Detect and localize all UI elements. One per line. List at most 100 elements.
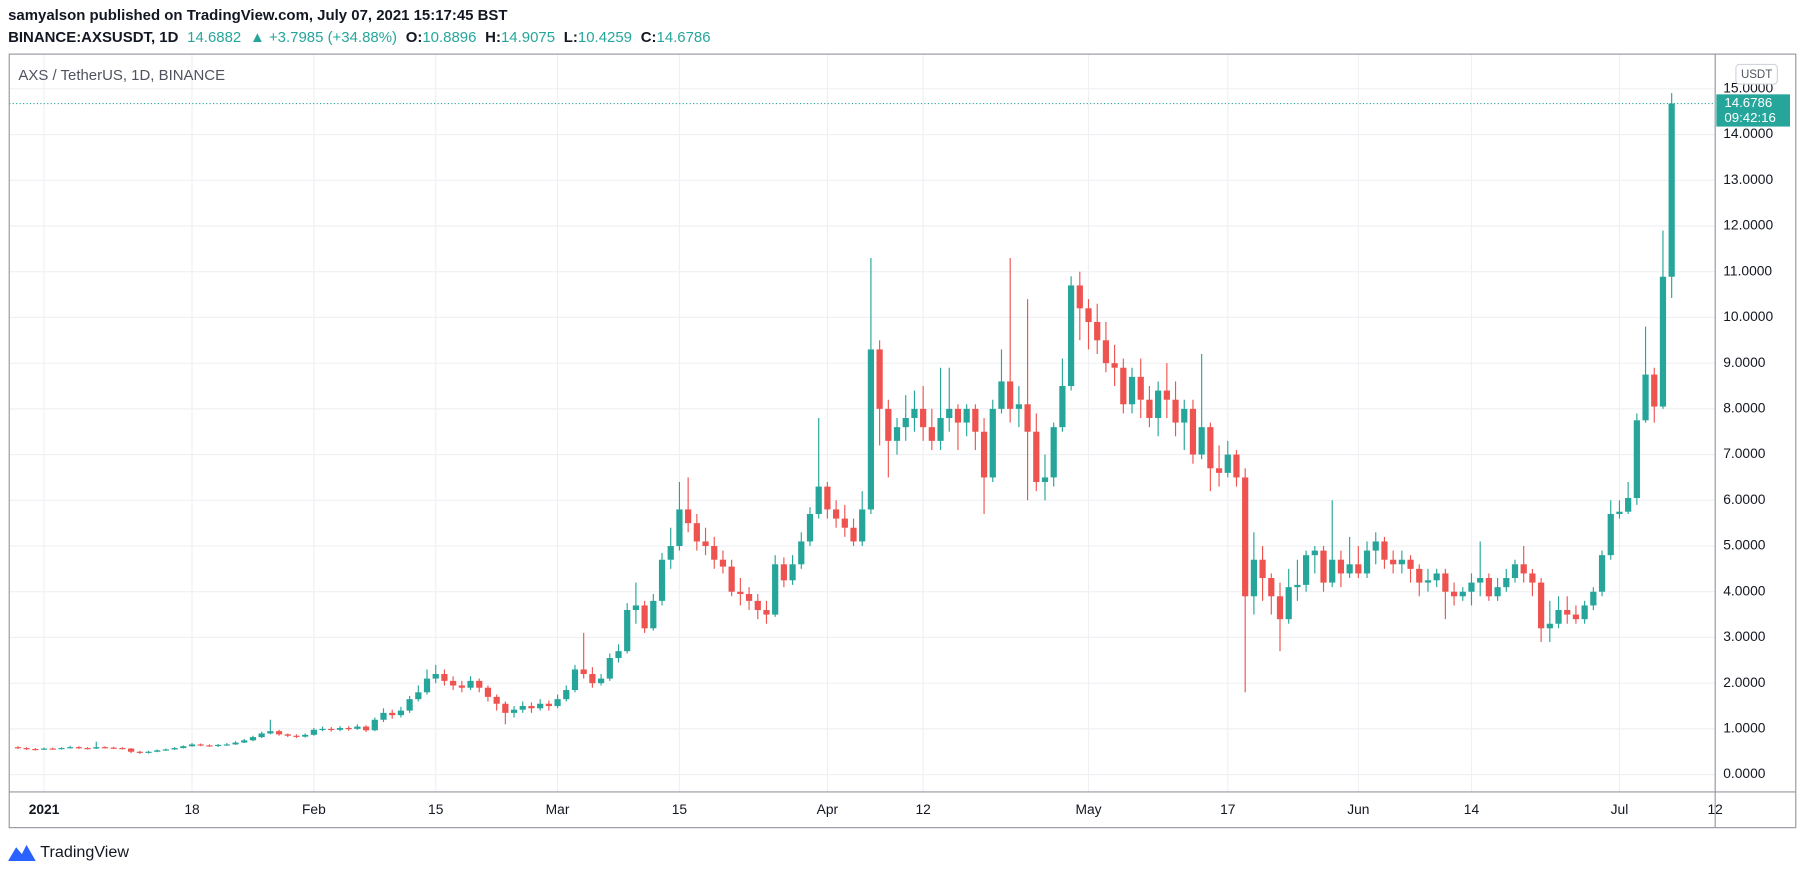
candle-body — [510, 709, 518, 713]
candle-body — [258, 733, 265, 738]
candle-body — [989, 408, 996, 478]
candle-body — [275, 731, 283, 735]
countdown: 09:42:16 — [1724, 110, 1775, 125]
candle-body — [615, 651, 622, 659]
last-price-box — [1716, 94, 1791, 127]
candle-body — [876, 349, 883, 409]
candle-body — [1085, 308, 1092, 323]
candle-body — [1302, 555, 1310, 585]
candle-body — [84, 748, 91, 750]
candle-body — [754, 600, 761, 611]
candle-body — [1155, 390, 1162, 419]
y-tick-label: 9.0000 — [1723, 354, 1766, 370]
candle-body — [937, 418, 944, 441]
y-tick-label: 1.0000 — [1723, 720, 1766, 736]
candle-body — [780, 564, 787, 581]
candle-body — [336, 727, 344, 730]
ohlc-label: H: — [485, 29, 501, 46]
x-tick-label: Jun — [1347, 801, 1369, 817]
candle-body — [1233, 454, 1240, 478]
candle-body — [415, 692, 422, 700]
candle-body — [980, 431, 988, 478]
candle-body — [1215, 468, 1223, 473]
y-tick-label: 0.0000 — [1723, 765, 1766, 781]
candle-body — [284, 734, 291, 736]
candle-body — [885, 408, 892, 441]
currency-box — [1735, 63, 1778, 85]
ohlc-label: L: — [564, 29, 578, 46]
grid — [9, 54, 1716, 792]
candle-body — [841, 518, 848, 528]
candle-body — [1250, 559, 1257, 597]
candle-body — [824, 486, 831, 510]
candle-body — [1442, 573, 1449, 592]
candle-body — [389, 712, 396, 716]
candle-body — [110, 747, 117, 749]
y-tick-label: 5.0000 — [1723, 537, 1766, 553]
last-price-label: 14.6786 — [1724, 95, 1772, 110]
candle-body — [32, 748, 39, 751]
candle-body — [1398, 559, 1405, 565]
candle-body — [1346, 564, 1353, 574]
candle-body — [1189, 408, 1197, 455]
candle-body — [1564, 610, 1571, 615]
candle-body — [963, 408, 970, 423]
candle-body — [1433, 573, 1440, 581]
change: ▲ +3.7985 (+34.88%) — [250, 29, 397, 46]
candle-body — [328, 728, 335, 731]
symbol-line: BINANCE:AXSUSDT, 1D 14.6882 ▲ +3.7985 (+… — [8, 29, 711, 46]
candle-body — [650, 600, 657, 629]
candle-body — [1381, 541, 1388, 560]
candle-body — [1642, 374, 1649, 421]
candle-body — [676, 509, 683, 547]
ohlc-value: 10.4259 — [578, 29, 632, 46]
candle-body — [406, 699, 413, 711]
candle-body — [685, 509, 692, 524]
candle-body — [1407, 559, 1414, 569]
candle-body — [67, 747, 74, 749]
candle-body — [362, 726, 370, 731]
y-tick-label: 14.0000 — [1723, 125, 1773, 141]
candle-body — [371, 719, 378, 731]
candle-body — [711, 546, 718, 560]
candle-body — [563, 690, 570, 700]
candle-body — [1146, 399, 1153, 419]
candle-body — [580, 669, 587, 675]
x-tick-label: 2021 — [29, 801, 60, 817]
candle-body — [1207, 427, 1214, 469]
candle-body — [1111, 363, 1118, 368]
candle-body — [467, 680, 474, 688]
candle-body — [832, 509, 840, 519]
x-tick-label: 14 — [1464, 801, 1480, 817]
candle-body — [806, 514, 814, 542]
candle-body — [693, 523, 700, 542]
candle-body — [1572, 614, 1580, 620]
candle-body — [223, 744, 230, 746]
y-tick-label: 6.0000 — [1723, 491, 1766, 507]
x-tick-label: 17 — [1220, 801, 1235, 817]
candle-body — [188, 744, 196, 747]
candle-body — [1494, 587, 1501, 597]
candle-body — [1372, 541, 1379, 551]
ohlc-label: O: — [406, 29, 423, 46]
candle-body — [545, 703, 552, 707]
x-tick-label: Jul — [1611, 801, 1629, 817]
candle-body — [946, 408, 953, 419]
candle-body — [136, 751, 143, 753]
candle-body — [1311, 550, 1318, 556]
candle-body — [632, 605, 640, 611]
candle-body — [458, 685, 465, 688]
candle-body — [928, 427, 935, 441]
candle-body — [1076, 285, 1083, 309]
candle-body — [1355, 564, 1362, 574]
candle-body — [180, 746, 187, 749]
candle-body — [1616, 511, 1623, 515]
candle-body — [397, 710, 405, 716]
publisher: samyalson published on TradingView.com, … — [8, 7, 507, 24]
logo: TradingView — [8, 843, 129, 861]
candle-body — [1659, 276, 1667, 407]
x-tick-label: May — [1075, 801, 1101, 817]
candle-body — [162, 749, 170, 751]
candle-body — [789, 564, 796, 581]
